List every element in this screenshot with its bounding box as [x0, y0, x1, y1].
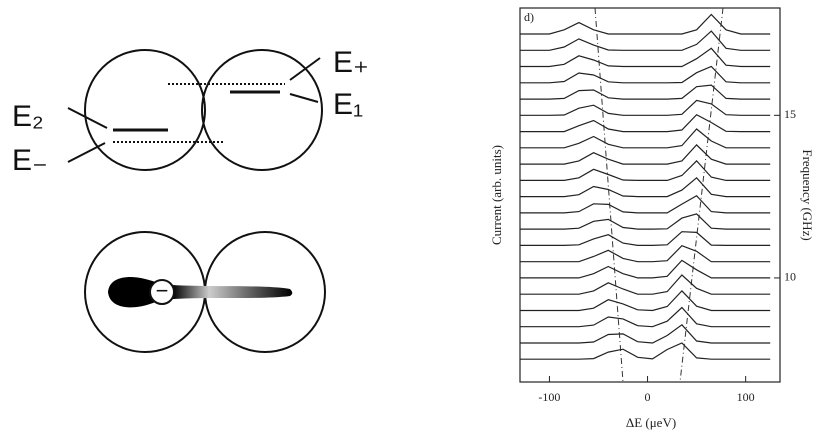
trace — [520, 113, 771, 133]
leader — [289, 93, 319, 103]
plot-frame — [519, 7, 781, 383]
y-axis-label: Current (arb. units) — [489, 145, 504, 245]
trace — [520, 259, 771, 279]
trace — [520, 213, 771, 230]
trace — [520, 231, 771, 246]
dot-right — [201, 49, 323, 171]
trace — [520, 160, 771, 181]
x-tick-label: 100 — [737, 390, 755, 404]
y-tick-label: 10 — [784, 270, 796, 284]
trace — [520, 194, 771, 214]
guide-line — [679, 7, 724, 383]
leader — [289, 57, 321, 81]
trace — [520, 176, 771, 198]
dot-left — [84, 49, 206, 171]
trace — [520, 342, 771, 360]
trace — [520, 13, 771, 35]
trace — [520, 84, 771, 100]
trace — [520, 47, 771, 68]
x-tick-label: 0 — [645, 390, 651, 404]
x-axis-label: ΔE (μeV) — [626, 415, 676, 430]
trace — [520, 274, 771, 295]
trace — [520, 99, 771, 116]
leader — [67, 142, 106, 163]
trace — [520, 244, 771, 263]
trace — [520, 306, 771, 328]
label: E₁ — [333, 88, 363, 121]
trace — [520, 30, 771, 51]
y2-axis-label: Frequency (GHz) — [800, 149, 815, 240]
y-tick-label: 15 — [784, 107, 796, 121]
guide-line — [594, 7, 624, 383]
diagram — [67, 49, 326, 353]
trace — [520, 65, 771, 84]
wavefunction — [108, 277, 293, 308]
electron — [149, 279, 175, 305]
label: E₊ — [333, 46, 369, 79]
trace — [520, 144, 771, 165]
x-tick-label: -100 — [538, 390, 560, 404]
electron-sign: − — [156, 278, 169, 303]
label: E₋ — [12, 144, 48, 177]
panel-label: d) — [524, 10, 534, 24]
trace — [520, 323, 771, 344]
trace — [520, 290, 771, 312]
label: E₂ — [12, 100, 44, 133]
leader — [67, 107, 108, 129]
trace — [520, 128, 771, 149]
